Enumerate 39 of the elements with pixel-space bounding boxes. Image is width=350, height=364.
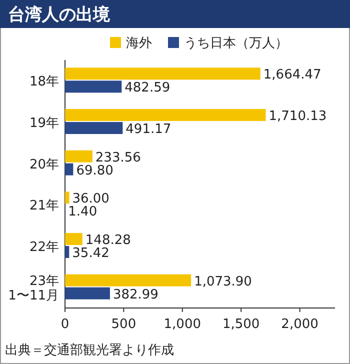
bar bbox=[65, 68, 260, 80]
data-label: 482.59 bbox=[124, 80, 170, 96]
y-tick-label: 23年 1〜11月 bbox=[8, 274, 59, 304]
bar bbox=[65, 274, 192, 286]
data-label: 36.00 bbox=[72, 192, 110, 207]
bar bbox=[65, 109, 266, 121]
data-label: 1,073.90 bbox=[194, 274, 252, 290]
legend-label: うち日本（万人） bbox=[184, 36, 288, 51]
bar bbox=[65, 80, 122, 93]
data-label: 69.80 bbox=[76, 163, 114, 178]
data-label: 35.42 bbox=[72, 246, 110, 261]
x-tick-label: 2,000 bbox=[281, 317, 318, 332]
data-label: 1.40 bbox=[68, 204, 98, 220]
data-label: 382.99 bbox=[112, 287, 158, 302]
x-tick-label: 1,000 bbox=[164, 317, 201, 332]
source-note: 出典＝交通部観光署より作成 bbox=[5, 342, 174, 358]
y-tick-label: 20年 bbox=[29, 157, 59, 172]
chart-title: 台湾人の出境 bbox=[8, 5, 110, 25]
data-label: 1,710.13 bbox=[268, 109, 327, 124]
bar bbox=[65, 122, 123, 134]
bar bbox=[65, 163, 74, 176]
title-banner: 台湾人の出境 bbox=[0, 0, 350, 28]
y-tick-label: 18年 bbox=[29, 74, 59, 90]
y-tick-label: 22年 bbox=[29, 240, 59, 255]
bar bbox=[65, 246, 70, 258]
x-tick-label: 500 bbox=[111, 317, 136, 332]
x-tick-label: 1,500 bbox=[222, 317, 260, 332]
y-tick-label: 19年 bbox=[29, 116, 59, 131]
legend-label: 海外 bbox=[126, 36, 152, 51]
bar bbox=[65, 150, 92, 162]
data-label: 148.28 bbox=[85, 233, 131, 248]
x-tick-label: 0 bbox=[60, 317, 70, 332]
data-label: 233.56 bbox=[95, 150, 141, 166]
data-label: 491.17 bbox=[126, 122, 172, 137]
bar bbox=[65, 287, 110, 300]
bar bbox=[65, 233, 82, 245]
data-label: 1,664.47 bbox=[263, 68, 322, 83]
y-tick-label: 21年 bbox=[29, 198, 59, 214]
bar bbox=[65, 192, 70, 204]
